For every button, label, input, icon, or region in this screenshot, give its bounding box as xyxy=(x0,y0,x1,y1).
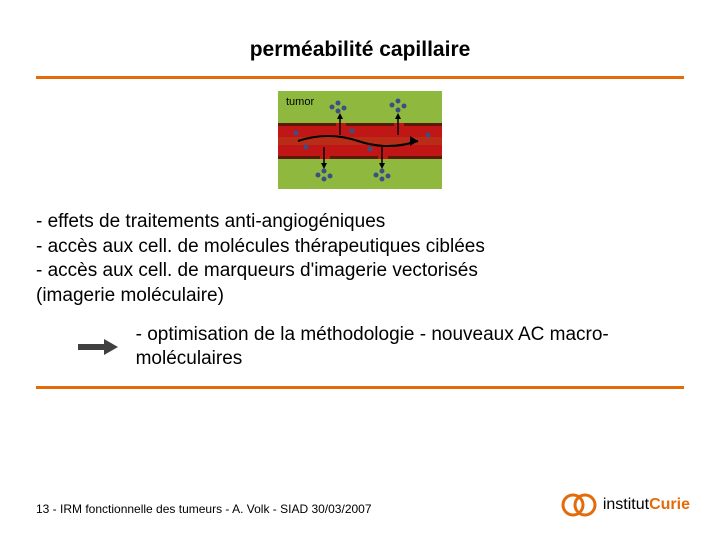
slide-title: perméabilité capillaire xyxy=(36,38,684,62)
tumor-diagram: tumor xyxy=(278,91,442,189)
logo-circles-icon xyxy=(561,491,597,519)
logo-prefix: institut xyxy=(603,496,649,513)
bullet-item: (imagerie moléculaire) xyxy=(36,284,684,309)
bullet-item: - effets de traitements anti-angiogéniqu… xyxy=(36,210,684,235)
bullet-item: - accès aux cell. de molécules thérapeut… xyxy=(36,235,684,260)
divider-bottom xyxy=(36,386,684,389)
conclusion-item: - optimisation de la méthodologie xyxy=(136,324,415,345)
divider-top xyxy=(36,76,684,79)
institut-curie-logo: institutCurie xyxy=(561,491,690,524)
arrow-right-icon xyxy=(76,337,118,357)
footer-text: 13 - IRM fonctionnelle des tumeurs - A. … xyxy=(36,502,372,516)
diagram-label: tumor xyxy=(286,96,314,108)
diagram-container: tumor xyxy=(36,91,684,194)
bullet-item: - accès aux cell. de marqueurs d'imageri… xyxy=(36,259,684,284)
logo-brand: Curie xyxy=(649,496,690,513)
conclusion-block: - optimisation de la méthodologie - nouv… xyxy=(76,323,684,372)
bullet-list: - effets de traitements anti-angiogéniqu… xyxy=(36,210,684,309)
conclusion-list: - optimisation de la méthodologie - nouv… xyxy=(136,323,684,372)
